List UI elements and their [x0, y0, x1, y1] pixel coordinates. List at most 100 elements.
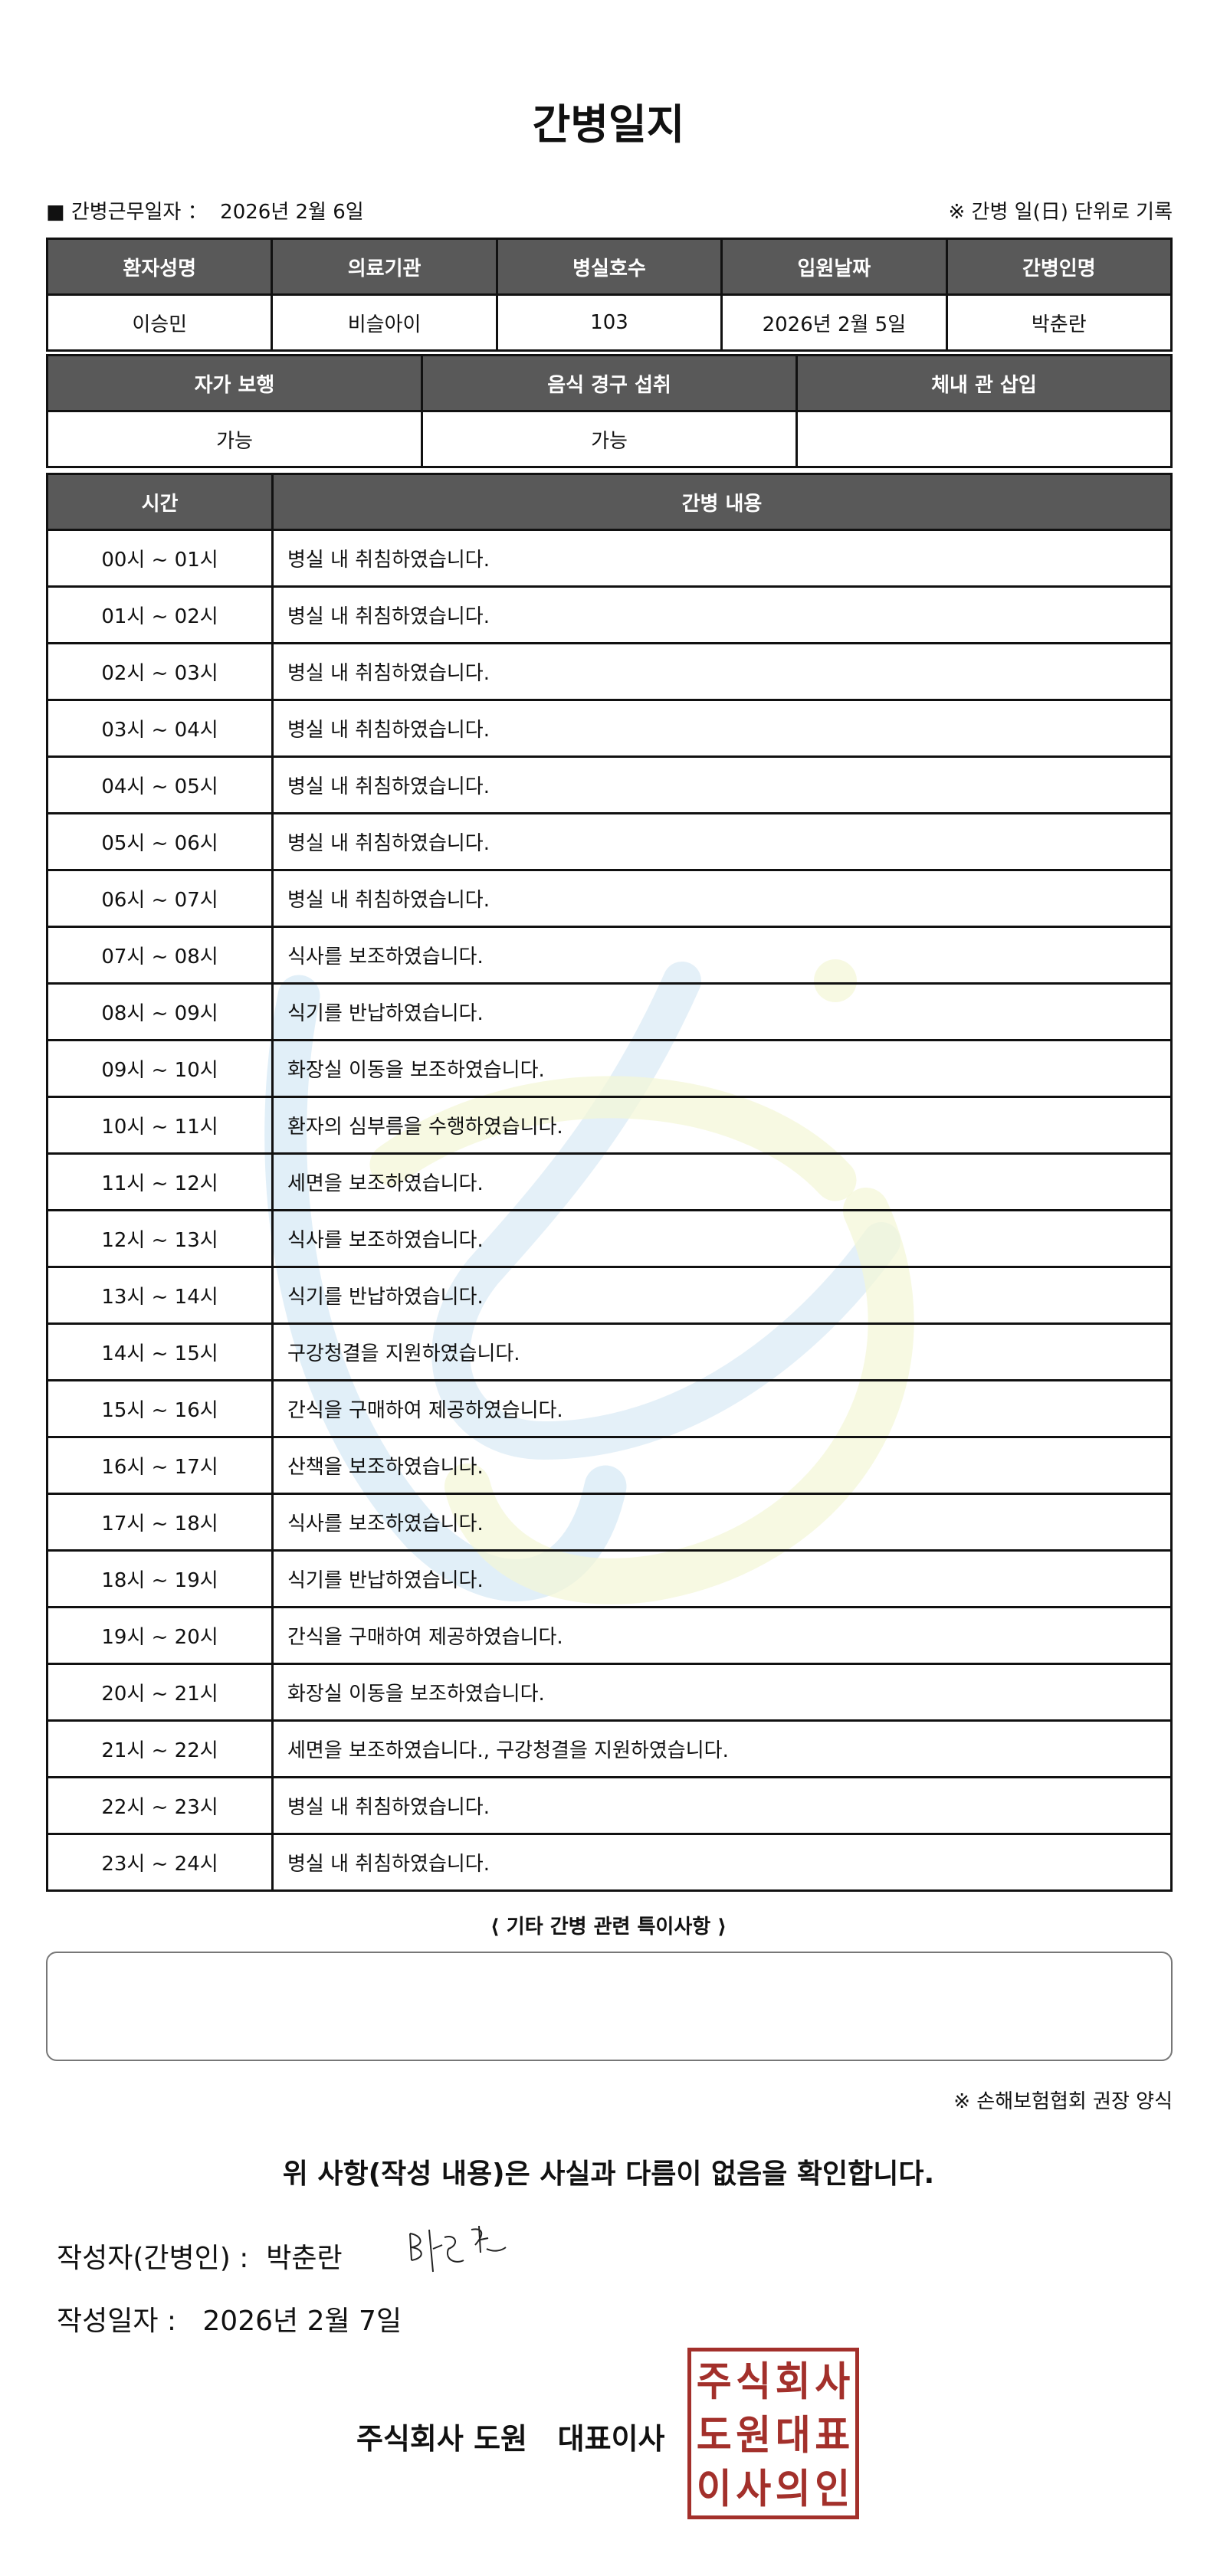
writer: 작성자(간병인) : 박춘란 — [57, 2236, 343, 2276]
work-date: ■ 간병근무일자 ： 2026년 2월 6일 — [46, 196, 364, 224]
row-time: 18시 ~ 19시 — [46, 1549, 274, 1608]
seal-character: 표 — [815, 2411, 851, 2459]
admission-date: 2026년 2월 5일 — [720, 293, 948, 352]
table-row: 11시 ~ 12시 세면을 보조하였습니다. — [46, 1152, 1173, 1211]
row-time: 01시 ~ 02시 — [46, 585, 274, 644]
row-content: 식기를 반납하였습니다. — [271, 1549, 1173, 1608]
header-time: 시간 — [46, 473, 274, 531]
company-ceo: 주식회사 도원 대표이사 — [356, 2422, 665, 2456]
row-time: 15시 ~ 16시 — [46, 1379, 274, 1438]
table-row: 00시 ~ 01시 병실 내 취침하였습니다. — [46, 529, 1173, 588]
seal-character: 대 — [775, 2411, 811, 2459]
table-row: 01시 ~ 02시 병실 내 취침하였습니다. — [46, 585, 1173, 644]
seal-character: 사 — [815, 2358, 851, 2405]
row-time: 12시 ~ 13시 — [46, 1209, 274, 1268]
row-content: 병실 내 취침하였습니다. — [271, 869, 1173, 928]
row-content: 병실 내 취침하였습니다. — [271, 699, 1173, 758]
seal-character: 주 — [696, 2358, 732, 2405]
row-content: 병실 내 취침하였습니다. — [271, 642, 1173, 701]
row-time: 19시 ~ 20시 — [46, 1606, 274, 1665]
write-date-value: 2026년 2월 7일 — [202, 2306, 402, 2337]
header-admission-date: 입원날짜 — [720, 238, 948, 296]
row-content: 병실 내 취침하였습니다. — [271, 755, 1173, 814]
table-row: 12시 ~ 13시 식사를 보조하였습니다. — [46, 1209, 1173, 1268]
table-row: 08시 ~ 09시 식기를 반납하였습니다. — [46, 982, 1173, 1041]
seal-character: 도 — [696, 2411, 732, 2459]
table-row: 06시 ~ 07시 병실 내 취침하였습니다. — [46, 869, 1173, 928]
row-time: 16시 ~ 17시 — [46, 1436, 274, 1495]
seal-character: 인 — [815, 2465, 851, 2512]
row-content: 식사를 보조하였습니다. — [271, 926, 1173, 985]
table-row: 17시 ~ 18시 식사를 보조하였습니다. — [46, 1493, 1173, 1552]
table-row: 22시 ~ 23시 병실 내 취침하였습니다. — [46, 1776, 1173, 1835]
seal-character: 회 — [775, 2358, 811, 2405]
seal-character: 식 — [736, 2358, 772, 2405]
write-date: 작성일자 : 2026년 2월 7일 — [57, 2299, 402, 2338]
seal-character: 의 — [775, 2465, 811, 2512]
room-number: 103 — [495, 293, 723, 352]
row-time: 03시 ~ 04시 — [46, 699, 274, 758]
care-log-table: 시간 간병 내용 00시 ~ 01시 병실 내 취침하였습니다. 01시 ~ 02시… — [46, 473, 1173, 1892]
header-room: 병실호수 — [495, 238, 723, 296]
header-caregiver-name: 간병인명 — [945, 238, 1173, 296]
table-row: 14시 ~ 15시 구강청결을 지원하였습니다. — [46, 1322, 1173, 1381]
seal-character: 이 — [696, 2465, 732, 2512]
row-time: 17시 ~ 18시 — [46, 1493, 274, 1552]
row-time: 22시 ~ 23시 — [46, 1776, 274, 1835]
row-content: 화장실 이동을 보조하였습니다. — [271, 1663, 1173, 1722]
row-content: 병실 내 취침하였습니다. — [271, 1776, 1173, 1835]
table-row: 03시 ~ 04시 병실 내 취침하였습니다. — [46, 699, 1173, 758]
row-content: 식기를 반납하였습니다. — [271, 1266, 1173, 1325]
form-note: ※ 손해보험협회 권장 양식 — [953, 2090, 1173, 2113]
oral-intake-value: 가능 — [421, 410, 798, 468]
row-time: 00시 ~ 01시 — [46, 529, 274, 588]
row-time: 21시 ~ 22시 — [46, 1719, 274, 1778]
row-content: 화장실 이동을 보조하였습니다. — [271, 1039, 1173, 1098]
row-content: 간식을 구매하여 제공하였습니다. — [271, 1606, 1173, 1665]
seal-character: 원 — [736, 2411, 772, 2459]
row-content: 식기를 반납하였습니다. — [271, 982, 1173, 1041]
header-oral-intake: 음식 경구 섭취 — [421, 354, 798, 412]
row-time: 08시 ~ 09시 — [46, 982, 274, 1041]
table-row: 20시 ~ 21시 화장실 이동을 보조하였습니다. — [46, 1663, 1173, 1722]
row-time: 23시 ~ 24시 — [46, 1833, 274, 1892]
writer-name: 박춘란 — [266, 2243, 343, 2274]
header-content: 간병 내용 — [271, 473, 1173, 531]
table-row: 02시 ~ 03시 병실 내 취침하였습니다. — [46, 642, 1173, 701]
table-row: 07시 ~ 08시 식사를 보조하였습니다. — [46, 926, 1173, 985]
tube-value — [795, 410, 1173, 468]
table-row: 16시 ~ 17시 산책을 보조하였습니다. — [46, 1436, 1173, 1495]
table-row: 15시 ~ 16시 간식을 구매하여 제공하였습니다. — [46, 1379, 1173, 1438]
row-time: 10시 ~ 11시 — [46, 1096, 274, 1155]
work-date-value: 2026년 2월 6일 — [220, 201, 364, 224]
table-row: 10시 ~ 11시 환자의 심부름을 수행하였습니다. — [46, 1096, 1173, 1155]
patient-name: 이승민 — [45, 293, 274, 352]
row-time: 20시 ~ 21시 — [46, 1663, 274, 1722]
table-row: 09시 ~ 10시 화장실 이동을 보조하였습니다. — [46, 1039, 1173, 1098]
table-row: 13시 ~ 14시 식기를 반납하였습니다. — [46, 1266, 1173, 1325]
row-time: 13시 ~ 14시 — [46, 1266, 274, 1325]
row-time: 05시 ~ 06시 — [46, 812, 274, 871]
row-time: 02시 ~ 03시 — [46, 642, 274, 701]
work-date-label: ■ 간병근무일자 ： — [46, 201, 208, 224]
work-note: ※ 간병 일(日) 단위로 기록 — [948, 201, 1173, 224]
row-content: 식사를 보조하였습니다. — [271, 1209, 1173, 1268]
table-row: 04시 ~ 05시 병실 내 취침하였습니다. — [46, 755, 1173, 814]
walking-value: 가능 — [46, 410, 423, 468]
patient-status-table: 자가 보행 음식 경구 섭취 체내 관 삽입 가능 가능 — [46, 354, 1173, 468]
table-row: 21시 ~ 22시 세면을 보조하였습니다., 구강청결을 지원하였습니다. — [46, 1719, 1173, 1778]
row-content: 구강청결을 지원하였습니다. — [271, 1322, 1173, 1381]
row-content: 병실 내 취침하였습니다. — [271, 1833, 1173, 1892]
confirmation-statement: 위 사항(작성 내용)은 사실과 다름이 없음을 확인합니다. — [282, 2158, 935, 2190]
row-time: 09시 ~ 10시 — [46, 1039, 274, 1098]
row-content: 식사를 보조하였습니다. — [271, 1493, 1173, 1552]
header-walking: 자가 보행 — [46, 354, 423, 412]
row-content: 환자의 심부름을 수행하였습니다. — [271, 1096, 1173, 1155]
row-content: 병실 내 취침하였습니다. — [271, 529, 1173, 588]
remarks-label: ⟨ 기타 간병 관련 특이사항 ⟩ — [490, 1916, 727, 1939]
table-row: 05시 ~ 06시 병실 내 취침하였습니다. — [46, 812, 1173, 871]
remarks-box — [46, 1952, 1173, 2061]
seal-character: 사 — [736, 2465, 772, 2512]
row-content: 간식을 구매하여 제공하였습니다. — [271, 1379, 1173, 1438]
row-content: 산책을 보조하였습니다. — [271, 1436, 1173, 1495]
